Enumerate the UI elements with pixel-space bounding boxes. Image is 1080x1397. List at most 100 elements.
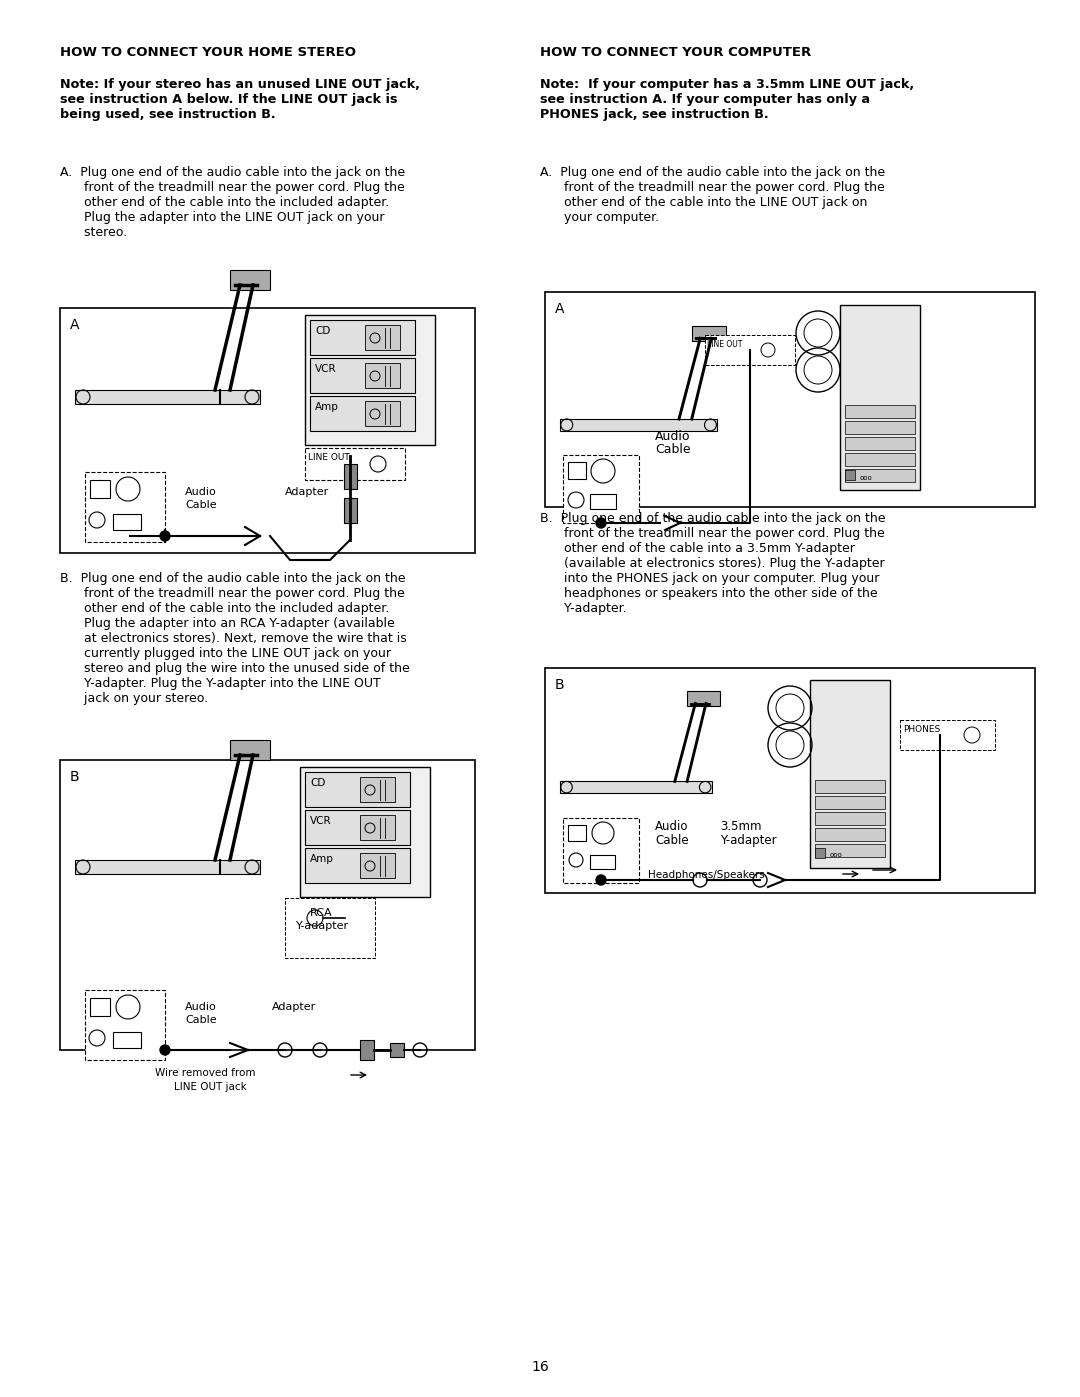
Bar xyxy=(60,760,475,1051)
Bar xyxy=(815,812,885,826)
Bar xyxy=(815,796,885,809)
Bar xyxy=(845,453,915,467)
Bar xyxy=(365,326,400,351)
Bar xyxy=(310,320,415,355)
Text: PHONES: PHONES xyxy=(903,725,941,733)
Bar xyxy=(815,780,885,793)
Bar xyxy=(692,326,726,341)
Text: Cable: Cable xyxy=(185,1016,217,1025)
Text: Adapter: Adapter xyxy=(285,488,329,497)
Text: B: B xyxy=(70,770,80,784)
Bar xyxy=(845,469,855,481)
Bar xyxy=(845,420,915,434)
Circle shape xyxy=(160,531,170,541)
Bar xyxy=(230,740,270,760)
Text: LINE OUT: LINE OUT xyxy=(707,339,742,349)
Bar xyxy=(305,773,410,807)
Bar xyxy=(815,844,885,856)
Text: B.  Plug one end of the audio cable into the jack on the
      front of the trea: B. Plug one end of the audio cable into … xyxy=(60,571,409,705)
Bar xyxy=(360,854,395,877)
Bar xyxy=(285,898,375,958)
Text: Amp: Amp xyxy=(315,402,339,412)
Text: Note: If your stereo has an unused LINE OUT jack,
see instruction A below. If th: Note: If your stereo has an unused LINE … xyxy=(60,78,420,122)
Text: Y-adapter: Y-adapter xyxy=(720,834,777,847)
Text: 16: 16 xyxy=(531,1361,549,1375)
Bar xyxy=(360,814,395,840)
Bar xyxy=(113,514,141,529)
Bar xyxy=(563,455,639,522)
Bar xyxy=(845,405,915,418)
Bar xyxy=(561,781,712,793)
Bar xyxy=(705,335,795,365)
Bar xyxy=(113,1032,141,1048)
Bar xyxy=(360,777,395,802)
Bar xyxy=(305,810,410,845)
Text: VCR: VCR xyxy=(315,365,337,374)
Bar xyxy=(305,448,405,481)
Text: VCR: VCR xyxy=(310,816,332,826)
Bar xyxy=(840,305,920,490)
Bar xyxy=(687,692,720,705)
Bar xyxy=(365,401,400,426)
Bar xyxy=(60,307,475,553)
Bar xyxy=(845,437,915,450)
Bar xyxy=(815,848,825,858)
Circle shape xyxy=(596,518,606,528)
Text: Audio: Audio xyxy=(654,820,689,833)
Bar xyxy=(360,1039,374,1060)
Bar xyxy=(365,363,400,388)
Text: CD: CD xyxy=(315,326,330,337)
Bar xyxy=(75,861,260,875)
Bar xyxy=(300,767,430,897)
Bar xyxy=(545,292,1035,507)
Bar xyxy=(545,668,1035,893)
Bar xyxy=(305,314,435,446)
Bar xyxy=(561,419,717,430)
Text: Note:  If your computer has a 3.5mm LINE OUT jack,
see instruction A. If your co: Note: If your computer has a 3.5mm LINE … xyxy=(540,78,914,122)
Bar xyxy=(900,719,995,750)
Text: B.  Plug one end of the audio cable into the jack on the
      front of the trea: B. Plug one end of the audio cable into … xyxy=(540,511,886,615)
Text: HOW TO CONNECT YOUR COMPUTER: HOW TO CONNECT YOUR COMPUTER xyxy=(540,46,811,59)
Bar xyxy=(310,395,415,432)
Bar xyxy=(390,1044,404,1058)
Text: LINE OUT: LINE OUT xyxy=(308,453,350,462)
Bar xyxy=(90,997,110,1016)
Bar xyxy=(85,990,165,1060)
Bar xyxy=(590,855,615,869)
Bar xyxy=(90,481,110,497)
Text: Audio: Audio xyxy=(185,1002,217,1011)
Text: Adapter: Adapter xyxy=(272,1002,316,1011)
Bar xyxy=(590,495,616,509)
Text: CD: CD xyxy=(310,778,325,788)
Circle shape xyxy=(160,1045,170,1055)
Text: Wire removed from: Wire removed from xyxy=(156,1067,256,1078)
Text: Cable: Cable xyxy=(654,443,690,455)
Text: Headphones/Speakers: Headphones/Speakers xyxy=(648,870,765,880)
Text: HOW TO CONNECT YOUR HOME STEREO: HOW TO CONNECT YOUR HOME STEREO xyxy=(60,46,356,59)
Bar xyxy=(75,390,260,404)
Text: A.  Plug one end of the audio cable into the jack on the
      front of the trea: A. Plug one end of the audio cable into … xyxy=(540,166,886,224)
Bar xyxy=(85,472,165,542)
Text: ooo: ooo xyxy=(860,475,873,481)
Text: Amp: Amp xyxy=(310,854,334,863)
Text: Audio: Audio xyxy=(654,430,690,443)
Text: LINE OUT jack: LINE OUT jack xyxy=(174,1083,246,1092)
Bar xyxy=(345,464,357,489)
Bar xyxy=(810,680,890,868)
Text: ooo: ooo xyxy=(831,852,842,858)
Text: B: B xyxy=(555,678,565,692)
Text: RCA: RCA xyxy=(310,908,333,918)
Text: Audio: Audio xyxy=(185,488,217,497)
Text: A: A xyxy=(555,302,565,316)
Bar xyxy=(305,848,410,883)
Bar xyxy=(568,826,586,841)
Text: A.  Plug one end of the audio cable into the jack on the
      front of the trea: A. Plug one end of the audio cable into … xyxy=(60,166,405,239)
Bar xyxy=(345,497,357,522)
Bar xyxy=(845,469,915,482)
Text: Cable: Cable xyxy=(654,834,689,847)
Text: Y-adapter: Y-adapter xyxy=(296,921,349,930)
Bar xyxy=(568,462,586,479)
Bar xyxy=(563,819,639,883)
Text: Cable: Cable xyxy=(185,500,217,510)
Bar xyxy=(310,358,415,393)
